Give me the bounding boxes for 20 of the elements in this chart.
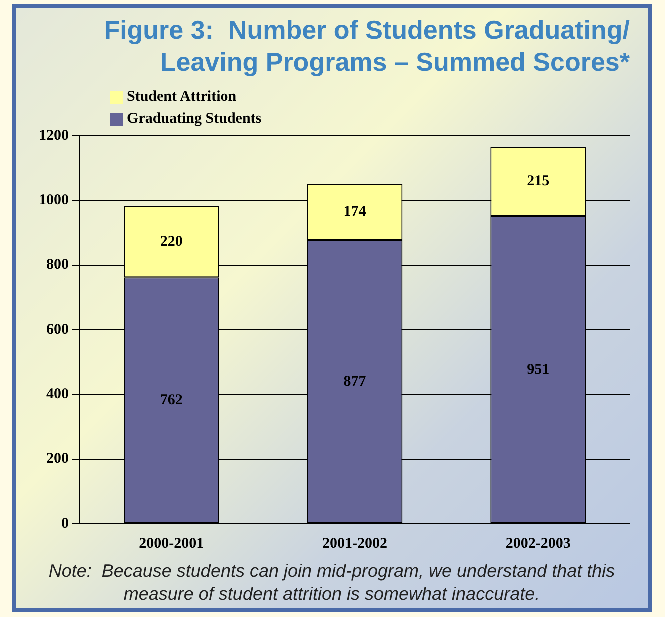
y-tick-label: 400: [46, 386, 69, 403]
y-tick-label: 1200: [39, 128, 69, 144]
data-label: 762: [160, 392, 183, 408]
data-label: 215: [527, 174, 550, 190]
y-tick-label: 800: [46, 257, 69, 274]
x-tick-label: 2000-2001: [139, 536, 204, 552]
y-tick-label: 1000: [39, 192, 69, 209]
data-label: 877: [344, 374, 367, 390]
y-tick-label: 600: [46, 322, 69, 338]
legend-label: Graduating Students: [127, 110, 262, 128]
y-tick-label: 0: [62, 516, 69, 532]
data-label: 174: [344, 204, 367, 220]
chart-title: Figure 3: Number of Students Graduating/ Leaving Programs – Summed Scores*: [103, 14, 630, 78]
y-tick-label: 200: [46, 451, 69, 468]
data-label: 220: [160, 234, 183, 250]
x-tick-label: 2001-2002: [322, 536, 388, 552]
data-label: 951: [527, 362, 550, 378]
legend-label: Student Attrition: [127, 88, 237, 106]
x-tick-label: 2002-2003: [506, 536, 571, 552]
text: Note: Because students can join mid-program, we understand that this measure of student attrition is somewhat inaccurate.: [48, 560, 616, 606]
